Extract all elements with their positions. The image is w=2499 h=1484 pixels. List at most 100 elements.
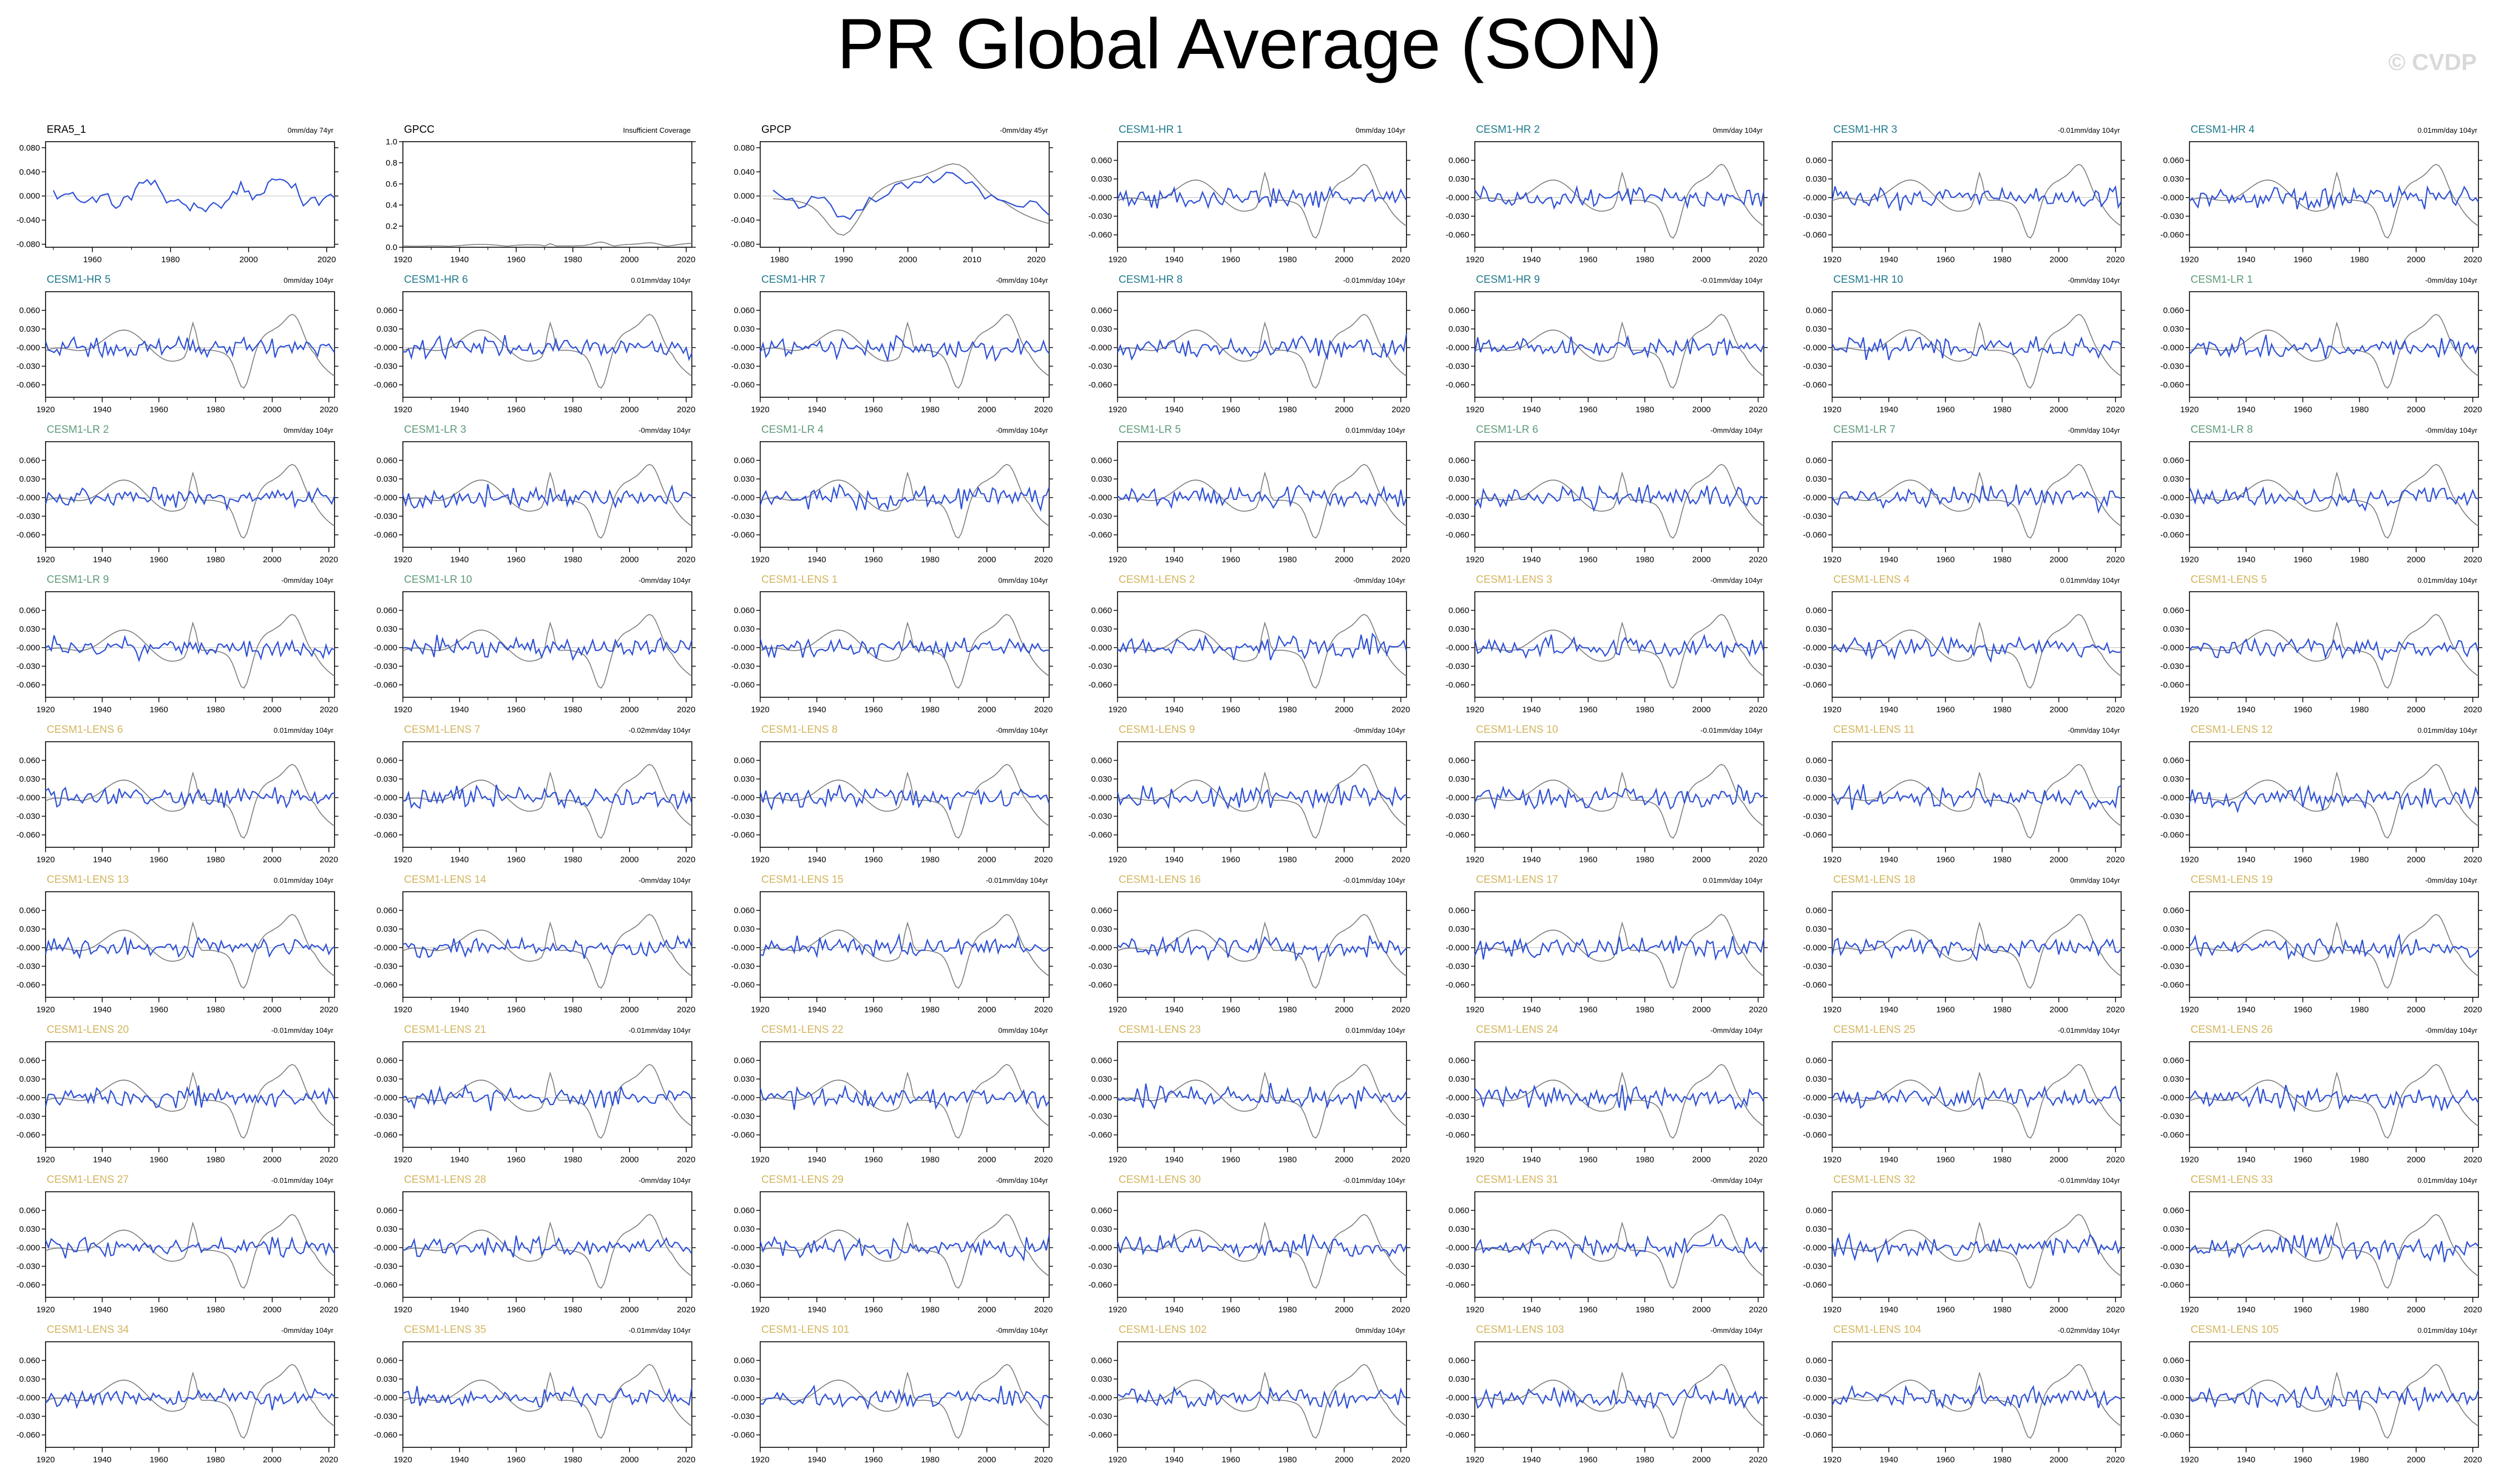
plot-frame	[1474, 1041, 1764, 1148]
reference-line	[402, 1364, 692, 1439]
x-tick-label: 1980	[563, 1155, 582, 1165]
plot-frame	[1117, 1191, 1407, 1298]
x-tick-label: 1920	[36, 555, 54, 564]
trend-label: -0mm/day 104yr	[1710, 1176, 1763, 1185]
member-line	[1116, 333, 1408, 361]
x-tick-label: 1920	[2180, 555, 2198, 564]
x-tick-label: 1920	[1465, 555, 1484, 564]
y-tick-label: 0.030	[2163, 1375, 2184, 1384]
trend-label: -0mm/day 104yr	[2068, 276, 2121, 284]
reference-line	[45, 1064, 335, 1139]
y-tick-label: 0.030	[376, 624, 397, 634]
y-tick-label: -0.030	[1803, 812, 1827, 821]
x-tick-label: 1920	[1465, 1455, 1484, 1465]
x-tick-label: 2000	[263, 555, 281, 564]
y-tick-label: -0.000	[731, 1093, 755, 1103]
y-tick-label: -0.060	[1803, 831, 1827, 840]
y-tick-label: 0.030	[19, 624, 40, 634]
y-tick-label: -0.030	[1445, 212, 1469, 221]
x-tick-label: 2020	[320, 1155, 338, 1165]
member-line	[44, 335, 335, 359]
y-tick-label: 0.060	[376, 306, 397, 316]
y-tick-label: -0.060	[731, 531, 755, 540]
x-tick-label: 1980	[1278, 1005, 1296, 1015]
x-tick-label: 2000	[1692, 255, 1710, 264]
y-tick-label: -0.030	[373, 662, 397, 671]
panel: CESM1-LENS 7 -0.02mm/day 104yr 0.060 0.030 -…	[373, 724, 696, 865]
y-tick-label: -0.030	[2160, 812, 2184, 821]
reference-line	[1474, 1064, 1764, 1139]
y-tick-label: -0.060	[1088, 831, 1112, 840]
y-tick-label: -0.030	[731, 362, 755, 371]
x-tick-label: 1960	[149, 555, 168, 564]
trend-label: 0mm/day 74yr	[288, 126, 334, 134]
y-tick-label: 0.060	[1448, 156, 1469, 166]
reference-line	[1474, 914, 1764, 989]
y-tick-label: 0.0	[386, 243, 397, 252]
plot-frame	[1474, 1191, 1764, 1298]
x-tick-label: 2000	[1335, 405, 1353, 414]
panel: CESM1-LENS 102 0mm/day 104yr 0.060 0.030 -0.…	[1088, 1324, 1410, 1465]
y-tick-label: -0.030	[1445, 512, 1469, 521]
y-tick-label: -0.030	[16, 812, 40, 821]
plot-frame	[2189, 141, 2479, 248]
y-tick-label: -0.060	[1088, 231, 1112, 240]
x-tick-label: 1980	[1278, 405, 1296, 414]
x-tick-label: 1960	[149, 405, 168, 414]
y-tick-label: -0.030	[1803, 1412, 1827, 1421]
member-line	[44, 486, 336, 512]
x-tick-label: 1980	[2350, 555, 2368, 564]
x-tick-label: 1980	[1635, 855, 1654, 865]
x-tick-label: 2020	[677, 705, 695, 714]
x-tick-label: 1940	[2237, 705, 2255, 714]
y-tick-label: -0.060	[16, 1281, 40, 1290]
y-tick-label: -0.060	[16, 1131, 40, 1140]
x-tick-label: 1960	[1936, 1455, 1954, 1465]
y-tick-label: -0.060	[373, 1131, 397, 1140]
x-tick-label: 2000	[1335, 1305, 1353, 1315]
x-tick-label: 2000	[263, 1155, 281, 1165]
x-tick-label: 2000	[620, 255, 639, 264]
panel-title: CESM1-LENS 15	[761, 874, 844, 886]
x-tick-label: 1940	[2237, 555, 2255, 564]
trend-label: -0mm/day 104yr	[996, 276, 1049, 284]
y-tick-label: -0.030	[1803, 512, 1827, 521]
y-tick-label: -0.060	[1088, 381, 1112, 390]
member-line	[2188, 784, 2480, 814]
panel: CESM1-LENS 15 -0.01mm/day 104yr 0.060 0.030…	[731, 874, 1053, 1015]
y-tick-label: -0.000	[16, 493, 40, 503]
x-tick-label: 1960	[1936, 1305, 1954, 1315]
y-tick-label: 0.030	[2163, 174, 2184, 184]
member-line	[1117, 484, 1408, 509]
y-tick-label: -0.000	[2160, 943, 2184, 953]
y-tick-label: 1.0	[386, 137, 397, 147]
plot-frame	[1832, 891, 2122, 998]
y-tick-label: -0.060	[373, 1431, 397, 1440]
reference-line	[760, 1364, 1050, 1439]
x-tick-label: 2020	[1391, 1005, 1410, 1015]
trend-label: -0mm/day 104yr	[639, 426, 691, 434]
y-tick-label: -0.030	[1088, 1262, 1112, 1271]
x-tick-label: 1980	[1993, 1305, 2011, 1315]
member-line	[1831, 1232, 2122, 1264]
x-tick-label: 2020	[320, 855, 338, 865]
x-tick-label: 2020	[1749, 855, 1767, 865]
y-tick-label: -0.000	[373, 1093, 397, 1103]
member-line	[760, 1384, 1050, 1410]
x-tick-label: 1960	[2293, 855, 2312, 865]
x-tick-label: 1920	[1823, 405, 1841, 414]
y-tick-label: -0.060	[373, 831, 397, 840]
y-tick-label: 0.060	[1805, 606, 1827, 616]
y-tick-label: 0.060	[1448, 1056, 1469, 1066]
panel-title: CESM1-HR 3	[1833, 124, 1897, 136]
y-tick-label: 0.060	[376, 1356, 397, 1366]
member-line	[2189, 1085, 2479, 1113]
y-tick-label: -0.000	[1445, 1093, 1469, 1103]
y-tick-label: 0.030	[1091, 925, 1112, 934]
plot-frame	[1117, 1041, 1407, 1148]
y-tick-label: 0.030	[2163, 1225, 2184, 1234]
panel: CESM1-LENS 28 -0mm/day 104yr 0.060 0.030 -0.…	[373, 1174, 696, 1315]
x-tick-label: 1960	[2293, 705, 2312, 714]
x-tick-label: 2020	[2463, 705, 2482, 714]
x-tick-label: 2000	[1335, 255, 1353, 264]
